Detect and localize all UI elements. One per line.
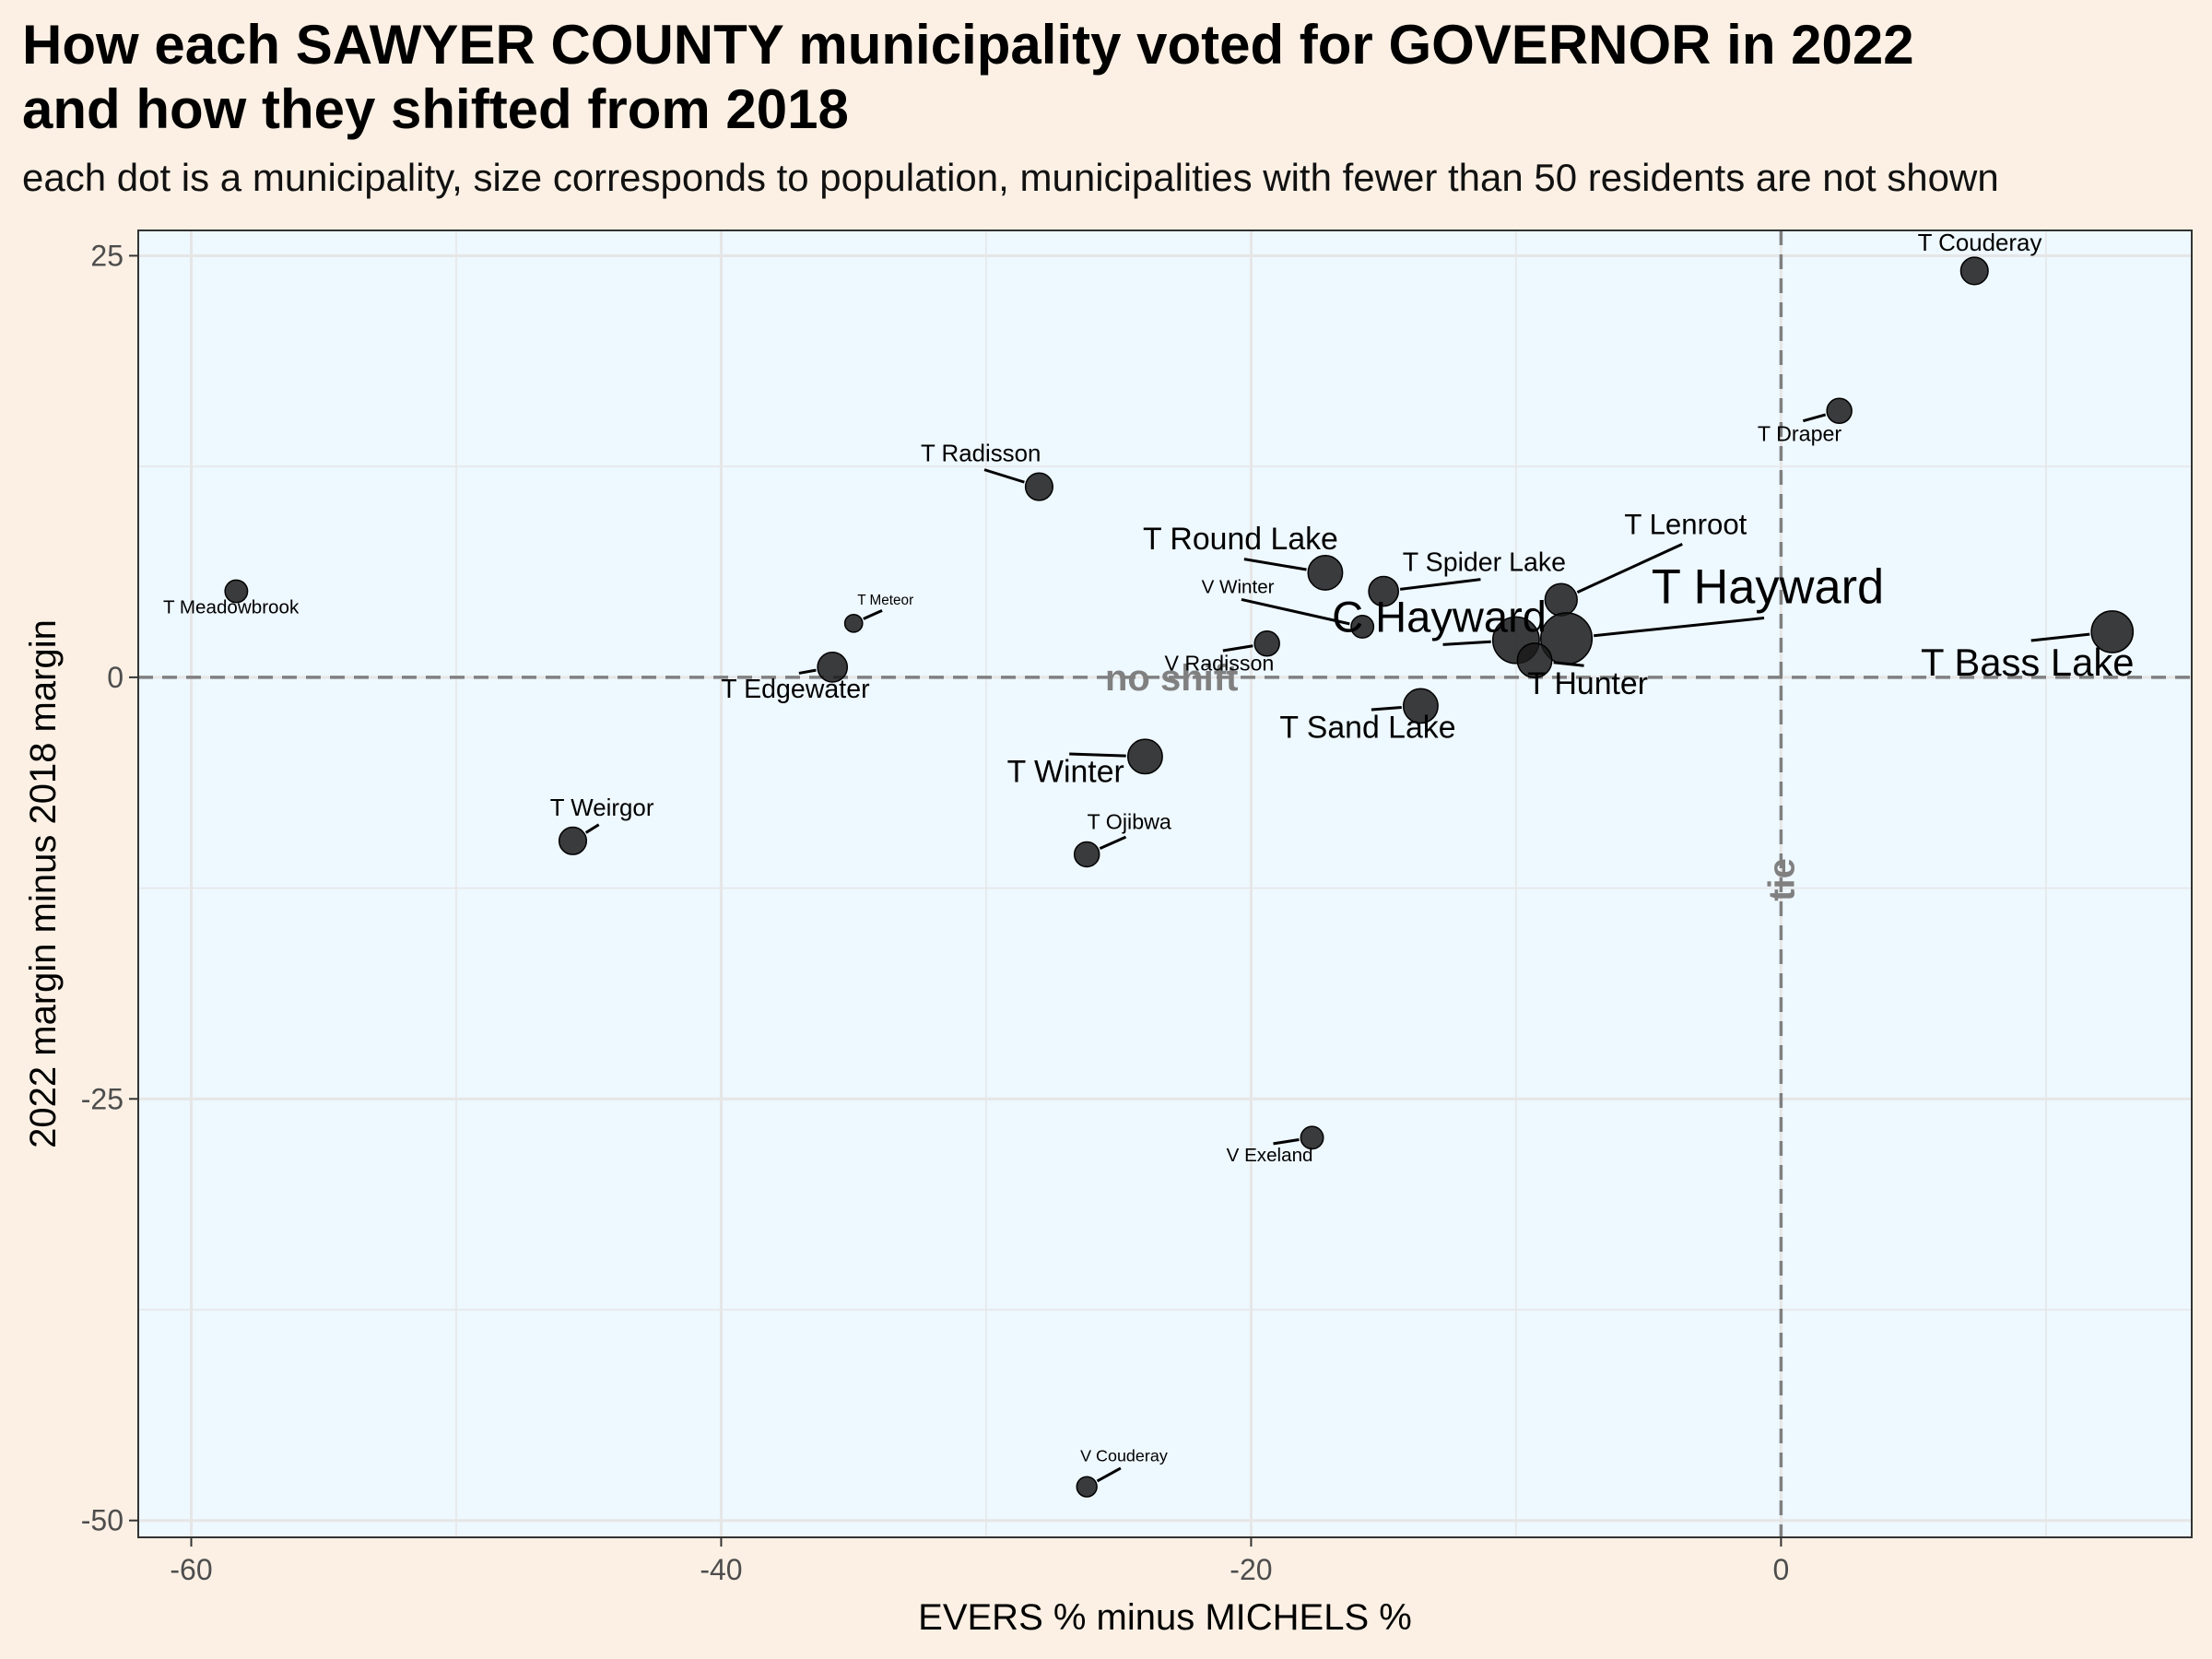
data-point	[817, 652, 849, 683]
data-point	[224, 579, 249, 604]
y-tick-label: 25	[90, 239, 124, 272]
data-point	[1300, 1125, 1324, 1150]
label-leader-line	[2030, 632, 2090, 642]
x-tick-label: -60	[170, 1553, 212, 1586]
data-point	[1253, 630, 1280, 657]
point-label: V Radisson	[1164, 652, 1274, 676]
data-point	[2090, 610, 2135, 653]
point-label: T Bass Lake	[1921, 641, 2135, 684]
data-point	[558, 826, 588, 855]
label-leader-line	[798, 668, 817, 675]
label-leader-line	[983, 468, 1025, 484]
point-label: V Couderay	[1080, 1447, 1168, 1465]
x-axis-ticks: -60 -40 -20 0	[170, 1537, 1789, 1586]
data-point	[1350, 615, 1375, 639]
point-label: T Lenroot	[1624, 508, 1747, 540]
data-points	[224, 256, 2135, 1498]
label-leader-line	[1553, 661, 1584, 667]
plot-panel	[138, 230, 2192, 1537]
data-point	[843, 613, 864, 633]
y-tick-label: -25	[81, 1082, 124, 1115]
data-point	[1402, 688, 1439, 724]
data-point	[1959, 256, 1989, 286]
label-leader-line	[1273, 1138, 1300, 1146]
data-point	[1126, 738, 1163, 775]
label-leader-line	[1069, 752, 1126, 758]
point-label: T Edgewater	[721, 675, 870, 704]
label-leader-line	[863, 609, 883, 620]
chart-subtitle: each dot is a municipality, size corresp…	[22, 156, 1999, 199]
y-axis-title: 2022 margin minus 2018 margin	[23, 619, 64, 1148]
label-leader-line	[1222, 644, 1253, 653]
y-tick-label: 0	[107, 661, 124, 694]
point-label: T Ojibwa	[1088, 810, 1171, 834]
x-tick-label: 0	[1773, 1553, 1790, 1586]
label-leader-line	[1241, 597, 1350, 626]
no-shift-label: no shift	[1105, 658, 1238, 699]
y-axis-ticks: -50 -25 0 25	[81, 239, 138, 1537]
point-label: C Hayward	[1332, 592, 1547, 641]
y-tick-label: -50	[81, 1504, 124, 1537]
x-axis-title: EVERS % minus MICHELS %	[918, 1597, 1412, 1638]
data-point	[1516, 642, 1553, 679]
data-point	[1024, 472, 1053, 501]
data-point	[1076, 1476, 1098, 1498]
chart-title: How each SAWYER COUNTY municipality vote…	[22, 13, 1914, 142]
title-line-1: How each SAWYER COUNTY municipality vote…	[22, 14, 1914, 76]
label-leader-line	[584, 823, 600, 834]
data-point	[1307, 554, 1344, 591]
point-label: T Round Lake	[1143, 522, 1338, 557]
point-label: T Draper	[1758, 422, 1842, 446]
point-label: T Hunter	[1527, 666, 1648, 701]
point-label: V Exeland	[1227, 1145, 1313, 1166]
point-label: T Spider Lake	[1403, 548, 1566, 578]
label-leader-line	[1442, 640, 1491, 646]
data-point	[1544, 582, 1578, 617]
label-leader-line	[1371, 706, 1402, 712]
label-leader-line	[1243, 558, 1307, 571]
label-leader-line	[1802, 413, 1827, 423]
point-label: T Sand Lake	[1279, 711, 1455, 746]
plot-border	[137, 229, 2193, 1538]
point-label: T Meteor	[857, 593, 913, 608]
point-label: T Hayward	[1652, 560, 1884, 614]
point-label: T Winter	[1007, 754, 1124, 789]
data-point	[1368, 575, 1400, 607]
point-label: T Radisson	[921, 441, 1041, 467]
data-point	[1826, 397, 1853, 425]
label-leader-line	[1594, 617, 1765, 638]
title-line-2: and how they shifted from 2018	[22, 78, 849, 140]
point-label: T Meadowbrook	[163, 596, 300, 618]
data-point	[1073, 841, 1100, 868]
label-leader-line	[1096, 1466, 1122, 1483]
point-labels: T Couderay T Draper T Radisson T Round Lake…	[163, 230, 2135, 1483]
point-label: V Winter	[1202, 576, 1275, 597]
label-leader-line	[1399, 578, 1481, 591]
point-label: T Couderay	[1918, 230, 2042, 256]
x-tick-label: -20	[1230, 1553, 1272, 1586]
label-leader-line	[1099, 835, 1127, 851]
label-leader-line	[1576, 543, 1683, 594]
point-label: T Weirgor	[550, 795, 654, 821]
tie-label: tie	[1761, 858, 1802, 901]
x-tick-label: -40	[700, 1553, 742, 1586]
reference-lines: no shift tie	[138, 230, 2192, 1537]
